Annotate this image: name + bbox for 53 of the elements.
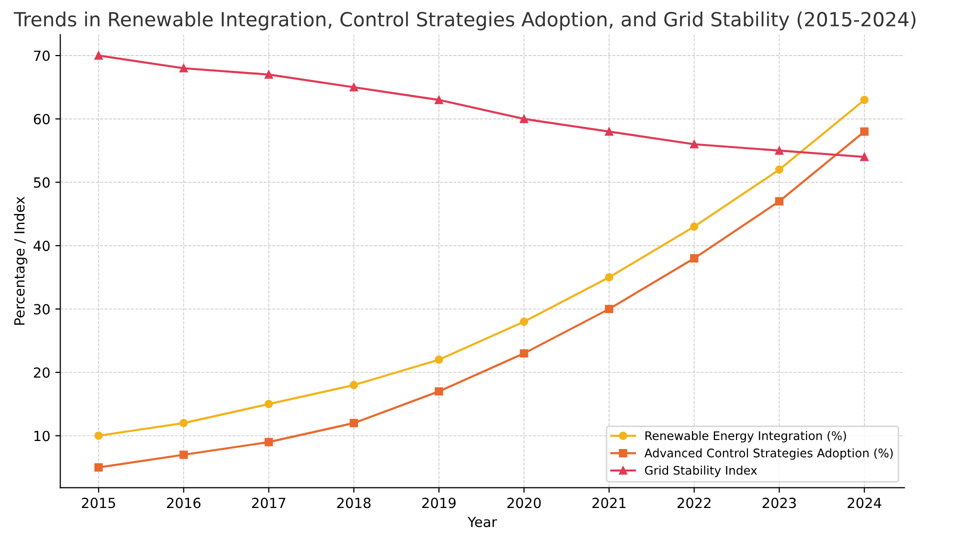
x-axis-title: Year	[468, 516, 498, 528]
point	[180, 418, 188, 428]
point	[94, 463, 103, 472]
point	[775, 165, 784, 174]
point	[604, 304, 614, 314]
point	[690, 140, 698, 148]
y-axis-title: Percentage / Index	[14, 196, 28, 325]
y-tick-label: 20	[34, 367, 50, 378]
x-tick-label: 2019	[422, 498, 456, 508]
point	[775, 146, 784, 155]
x-tick-label: 2021	[592, 498, 626, 508]
x-tick-label: 2018	[337, 498, 371, 508]
legend-label: Advanced Control Strategies Adoption (%)	[644, 448, 893, 460]
point	[264, 400, 273, 408]
point	[350, 83, 358, 92]
point	[520, 114, 528, 124]
x-tick-label: 2017	[252, 498, 286, 508]
point	[350, 380, 358, 390]
y-tick-label: 10	[34, 430, 50, 442]
x-tick-label: 2015	[82, 498, 116, 508]
point	[604, 127, 614, 136]
point	[520, 318, 528, 326]
point	[434, 387, 444, 396]
point	[775, 197, 784, 206]
point	[94, 51, 103, 60]
x-tick-label: 2022	[678, 498, 710, 508]
point	[434, 96, 444, 104]
point	[264, 438, 273, 446]
y-tick-label: 60	[34, 114, 50, 124]
point	[604, 273, 614, 282]
point	[860, 96, 869, 104]
y-tick-label: 50	[34, 177, 50, 188]
point	[520, 349, 528, 358]
point	[94, 432, 103, 440]
legend-label: Renewable Energy Integration (%)	[645, 430, 846, 442]
point	[434, 356, 444, 364]
y-tick-label: 70	[34, 50, 50, 62]
point	[690, 222, 698, 231]
y-tick-label: 40	[34, 240, 50, 252]
x-tick-label: 2024	[848, 498, 882, 508]
x-tick-label: 2016	[167, 498, 200, 508]
x-tick-label: 2020	[507, 498, 541, 508]
x-tick-label: 2023	[762, 498, 796, 508]
legend-label: Grid Stability Index	[644, 466, 758, 478]
point	[264, 70, 273, 79]
point	[350, 418, 358, 428]
point	[860, 152, 869, 162]
y-tick-label: 30	[34, 304, 50, 314]
chart-title: Trends in Renewable Integration, Control Strategies Adoption, and Grid Stability (2015-2024)	[14, 12, 916, 30]
point	[690, 254, 698, 262]
point	[860, 127, 869, 136]
point	[180, 64, 188, 72]
point	[180, 450, 188, 459]
